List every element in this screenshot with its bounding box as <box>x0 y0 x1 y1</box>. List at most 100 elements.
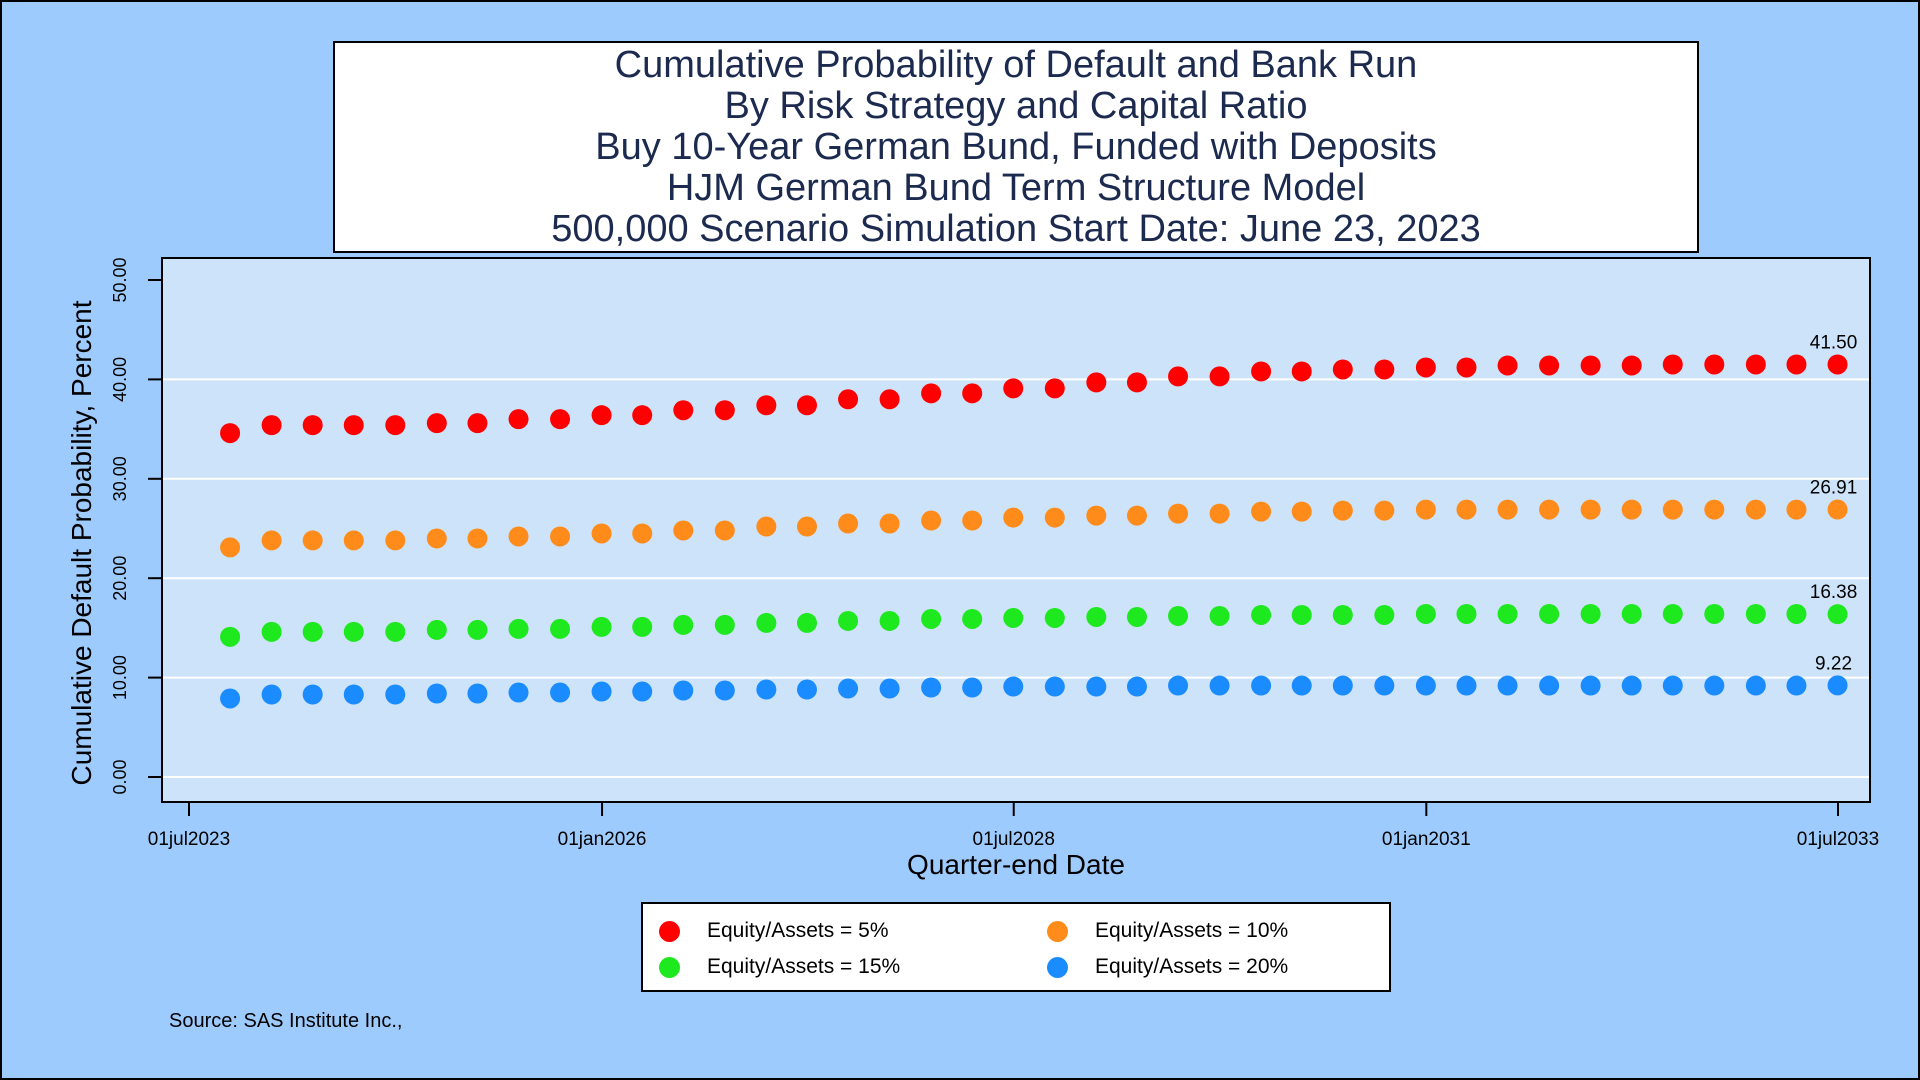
data-point <box>1827 675 1848 696</box>
x-axis-label: Quarter-end Date <box>907 849 1125 880</box>
data-point <box>1497 603 1518 624</box>
end-value-label: 16.38 <box>1810 582 1858 603</box>
data-point <box>714 520 735 541</box>
data-point <box>1745 675 1766 696</box>
data-point <box>632 616 653 637</box>
data-point <box>1086 372 1107 393</box>
x-tick-label: 01jul2033 <box>1797 829 1879 850</box>
data-point <box>220 423 241 444</box>
data-point <box>714 680 735 701</box>
data-point <box>1086 606 1107 627</box>
data-point <box>220 537 241 558</box>
data-point <box>426 683 447 704</box>
legend-item-15pct: Equity/Assets = 15% <box>659 955 900 979</box>
data-point <box>426 528 447 549</box>
legend-item-10pct: Equity/Assets = 10% <box>1047 919 1288 943</box>
data-point <box>1168 366 1189 387</box>
data-point <box>838 513 859 534</box>
data-point <box>1168 605 1189 626</box>
data-point <box>921 510 942 531</box>
data-point <box>591 681 612 702</box>
data-point <box>673 680 694 701</box>
data-point <box>591 523 612 544</box>
data-point <box>1374 359 1395 380</box>
data-point <box>1086 505 1107 526</box>
data-point <box>921 677 942 698</box>
data-point <box>1662 499 1683 520</box>
data-point <box>220 688 241 709</box>
data-point <box>1291 501 1312 522</box>
y-tick-label: 20.00 <box>110 556 130 601</box>
data-points <box>220 354 1848 709</box>
legend-item-20pct: Equity/Assets = 20% <box>1047 955 1288 979</box>
data-point <box>550 409 571 430</box>
data-point <box>1827 499 1848 520</box>
end-value-label: 26.91 <box>1810 478 1858 499</box>
data-point <box>1786 675 1807 696</box>
end-value-label: 9.22 <box>1815 653 1852 674</box>
data-point <box>385 621 406 642</box>
data-point <box>1415 675 1436 696</box>
data-point <box>508 682 529 703</box>
data-point <box>343 415 364 436</box>
legend-label: Equity/Assets = 5% <box>707 919 889 942</box>
data-point <box>1745 354 1766 375</box>
data-point <box>1209 605 1230 626</box>
data-point <box>508 526 529 547</box>
data-point <box>1003 607 1024 628</box>
data-point <box>796 516 817 537</box>
data-point <box>1539 603 1560 624</box>
y-axis-label: Cumulative Default Probability, Percent <box>66 300 97 785</box>
legend: Equity/Assets = 5% Equity/Assets = 10% E… <box>641 902 1391 992</box>
data-point <box>1044 676 1065 697</box>
data-point <box>1786 603 1807 624</box>
y-tick-label: 10.00 <box>110 655 130 700</box>
data-point <box>756 395 777 416</box>
data-point <box>591 405 612 426</box>
x-tick-label: 01jan2031 <box>1382 829 1471 850</box>
data-point <box>1003 507 1024 528</box>
data-point <box>796 612 817 633</box>
title-line-4: HJM German Bund Term Structure Model <box>666 166 1366 209</box>
data-point <box>1621 355 1642 376</box>
data-point <box>261 621 282 642</box>
data-point <box>1044 378 1065 399</box>
legend-marker <box>1047 920 1068 942</box>
data-point <box>1786 499 1807 520</box>
data-point <box>1539 355 1560 376</box>
data-point <box>1003 676 1024 697</box>
data-point <box>1374 675 1395 696</box>
data-point <box>1209 675 1230 696</box>
y-tick-label: 40.00 <box>110 357 130 402</box>
data-point <box>1332 359 1353 380</box>
data-point <box>1539 499 1560 520</box>
plot-area <box>161 257 1871 803</box>
data-point <box>1291 361 1312 382</box>
data-point <box>1291 675 1312 696</box>
data-point <box>1126 372 1147 393</box>
y-tick-label: 50.00 <box>110 257 130 302</box>
data-point <box>1827 604 1848 625</box>
data-point <box>921 383 942 404</box>
data-point <box>426 413 447 434</box>
data-point <box>1745 499 1766 520</box>
data-point <box>1786 354 1807 375</box>
data-point <box>1621 675 1642 696</box>
data-point <box>1621 603 1642 624</box>
data-point <box>756 612 777 633</box>
data-point <box>1497 675 1518 696</box>
legend-label: Equity/Assets = 20% <box>1095 955 1289 978</box>
data-point <box>508 618 529 639</box>
data-point <box>1415 357 1436 378</box>
data-point <box>714 400 735 421</box>
x-tick-label: 01jan2026 <box>558 829 647 850</box>
data-point <box>1168 675 1189 696</box>
data-point <box>467 619 488 640</box>
data-point <box>467 528 488 549</box>
data-point <box>508 409 529 430</box>
data-point <box>673 520 694 541</box>
data-point <box>1497 499 1518 520</box>
data-point <box>1168 503 1189 524</box>
data-point <box>1621 499 1642 520</box>
data-point <box>1374 500 1395 521</box>
